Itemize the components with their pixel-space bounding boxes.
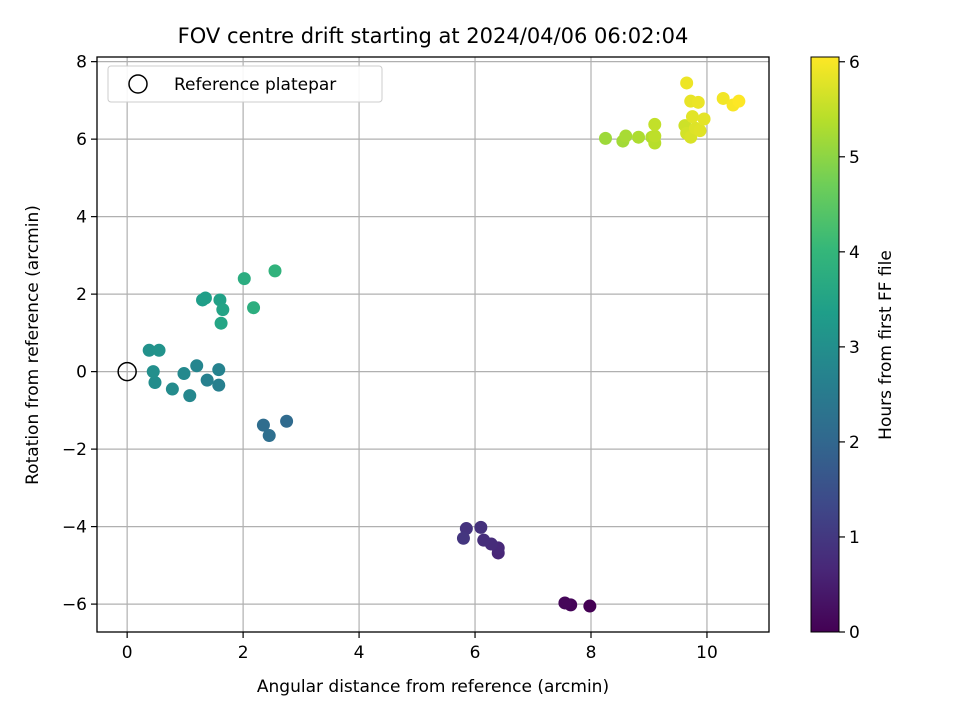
scatter-point	[214, 316, 228, 330]
y-axis: −6 −4 −2 0 2 4 6 8	[62, 53, 97, 615]
y-tick-label: 2	[76, 285, 87, 305]
scatter-point	[648, 129, 662, 143]
grid-lines	[97, 57, 769, 632]
legend-marker-open-circle	[128, 74, 148, 94]
colorbar-tick-label: 0	[849, 623, 860, 643]
colorbar-label: Hours from first FF file	[876, 250, 896, 440]
scatter-point	[146, 365, 160, 379]
scatter-point	[268, 264, 282, 278]
scatter-point	[697, 112, 711, 126]
y-tick-label: −4	[62, 518, 87, 538]
x-tick-label: 2	[238, 643, 249, 663]
scatter-point	[177, 367, 191, 381]
data-points	[142, 76, 746, 613]
colorbar-tick-label: 6	[849, 53, 860, 73]
scatter-point	[716, 91, 730, 105]
y-tick-label: 6	[76, 130, 87, 150]
scatter-point	[474, 520, 488, 534]
y-axis-label: Rotation from reference (arcmin)	[23, 205, 43, 485]
scatter-point	[598, 131, 612, 145]
plot-frame	[96, 56, 770, 633]
scatter-point	[732, 94, 746, 108]
x-axis: 0 2 4 6 8 10	[122, 632, 718, 663]
scatter-point	[619, 129, 633, 143]
colorbar-tick-label: 1	[849, 528, 860, 548]
legend-box	[107, 65, 383, 103]
scatter-point	[693, 124, 707, 138]
y-tick-label: 8	[76, 53, 87, 73]
colorbar-tick-label: 3	[849, 338, 860, 358]
y-tick-label: 4	[76, 208, 87, 228]
reference-marker	[117, 361, 137, 382]
scatter-point	[280, 414, 294, 428]
legend-label: Reference platepar	[174, 75, 336, 95]
x-tick-label: 6	[470, 643, 481, 663]
y-tick-label: −2	[62, 440, 87, 460]
scatter-point	[237, 272, 251, 286]
x-tick-label: 0	[122, 643, 133, 663]
scatter-point	[256, 418, 270, 432]
x-tick-label: 8	[586, 643, 597, 663]
scatter-point	[152, 343, 166, 357]
scatter-point	[200, 373, 214, 387]
x-tick-label: 10	[696, 643, 718, 663]
scatter-point	[558, 596, 572, 610]
scatter-point	[685, 110, 699, 124]
scatter-point	[632, 130, 646, 144]
scatter-point	[247, 301, 261, 315]
colorbar-tick-label: 5	[849, 148, 860, 168]
colorbar: 0 1 2 3 4 5 6 Hours from first FF file	[810, 53, 896, 643]
x-axis-label: Angular distance from reference (arcmin)	[257, 677, 609, 697]
colorbar-tick-label: 4	[849, 243, 860, 263]
colorbar-ticks: 0 1 2 3 4 5 6	[839, 53, 860, 643]
scatter-point	[456, 531, 470, 545]
scatter-point	[648, 117, 662, 131]
legend: Reference platepar	[107, 65, 383, 103]
scatter-point	[680, 76, 694, 90]
scatter-point	[216, 303, 230, 317]
scatter-point	[148, 375, 162, 389]
chart-title: FOV centre drift starting at 2024/04/06 …	[178, 24, 689, 48]
scatter-point	[142, 343, 156, 357]
scatter-point	[212, 363, 226, 377]
scatter-point	[262, 429, 276, 443]
scatter-point	[583, 599, 597, 613]
scatter-point	[165, 382, 179, 396]
scatter-point	[212, 378, 226, 392]
scatter-point	[183, 389, 197, 403]
x-tick-label: 4	[354, 643, 365, 663]
scatter-point	[190, 359, 204, 373]
colorbar-gradient	[810, 56, 840, 633]
scatter-point	[477, 533, 491, 547]
y-tick-label: 0	[76, 363, 87, 383]
scatter-point	[198, 291, 212, 305]
scatter-point	[691, 95, 705, 109]
colorbar-tick-label: 2	[849, 433, 860, 453]
y-tick-label: −6	[62, 595, 87, 615]
